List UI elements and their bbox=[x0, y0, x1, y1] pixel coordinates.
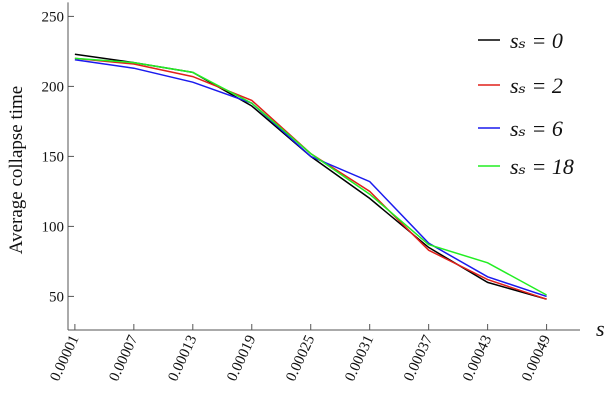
x-tick-label: 0.00031 bbox=[342, 333, 377, 384]
x-tick-label: 0.00007 bbox=[106, 332, 141, 383]
y-tick-label: 250 bbox=[42, 9, 65, 25]
series-line bbox=[74, 53, 547, 300]
legend-label: sₛ = 2 bbox=[510, 73, 563, 98]
x-tick-label: 0.00043 bbox=[460, 333, 495, 384]
x-tick-label: 0.00049 bbox=[519, 333, 554, 384]
legend-label: sₛ = 0 bbox=[510, 28, 563, 53]
series-line bbox=[74, 57, 547, 300]
x-axis-label: s bbox=[596, 316, 605, 341]
y-tick-label: 200 bbox=[42, 79, 65, 95]
x-tick-label: 0.00025 bbox=[283, 333, 318, 384]
series-line bbox=[74, 59, 547, 298]
legend-label: sₛ = 6 bbox=[510, 116, 563, 141]
x-tick-label: 0.00019 bbox=[224, 333, 259, 384]
y-tick-label: 50 bbox=[49, 289, 64, 305]
y-axis-label: Average collapse time bbox=[6, 86, 27, 254]
y-tick-label: 150 bbox=[42, 149, 65, 165]
legend-label: sₛ = 18 bbox=[510, 154, 574, 179]
x-tick-label: 0.00001 bbox=[47, 333, 82, 384]
x-tick-label: 0.00037 bbox=[401, 332, 436, 383]
series-line bbox=[74, 57, 547, 296]
y-tick-label: 100 bbox=[42, 219, 65, 235]
x-tick-label: 0.00013 bbox=[165, 333, 200, 384]
